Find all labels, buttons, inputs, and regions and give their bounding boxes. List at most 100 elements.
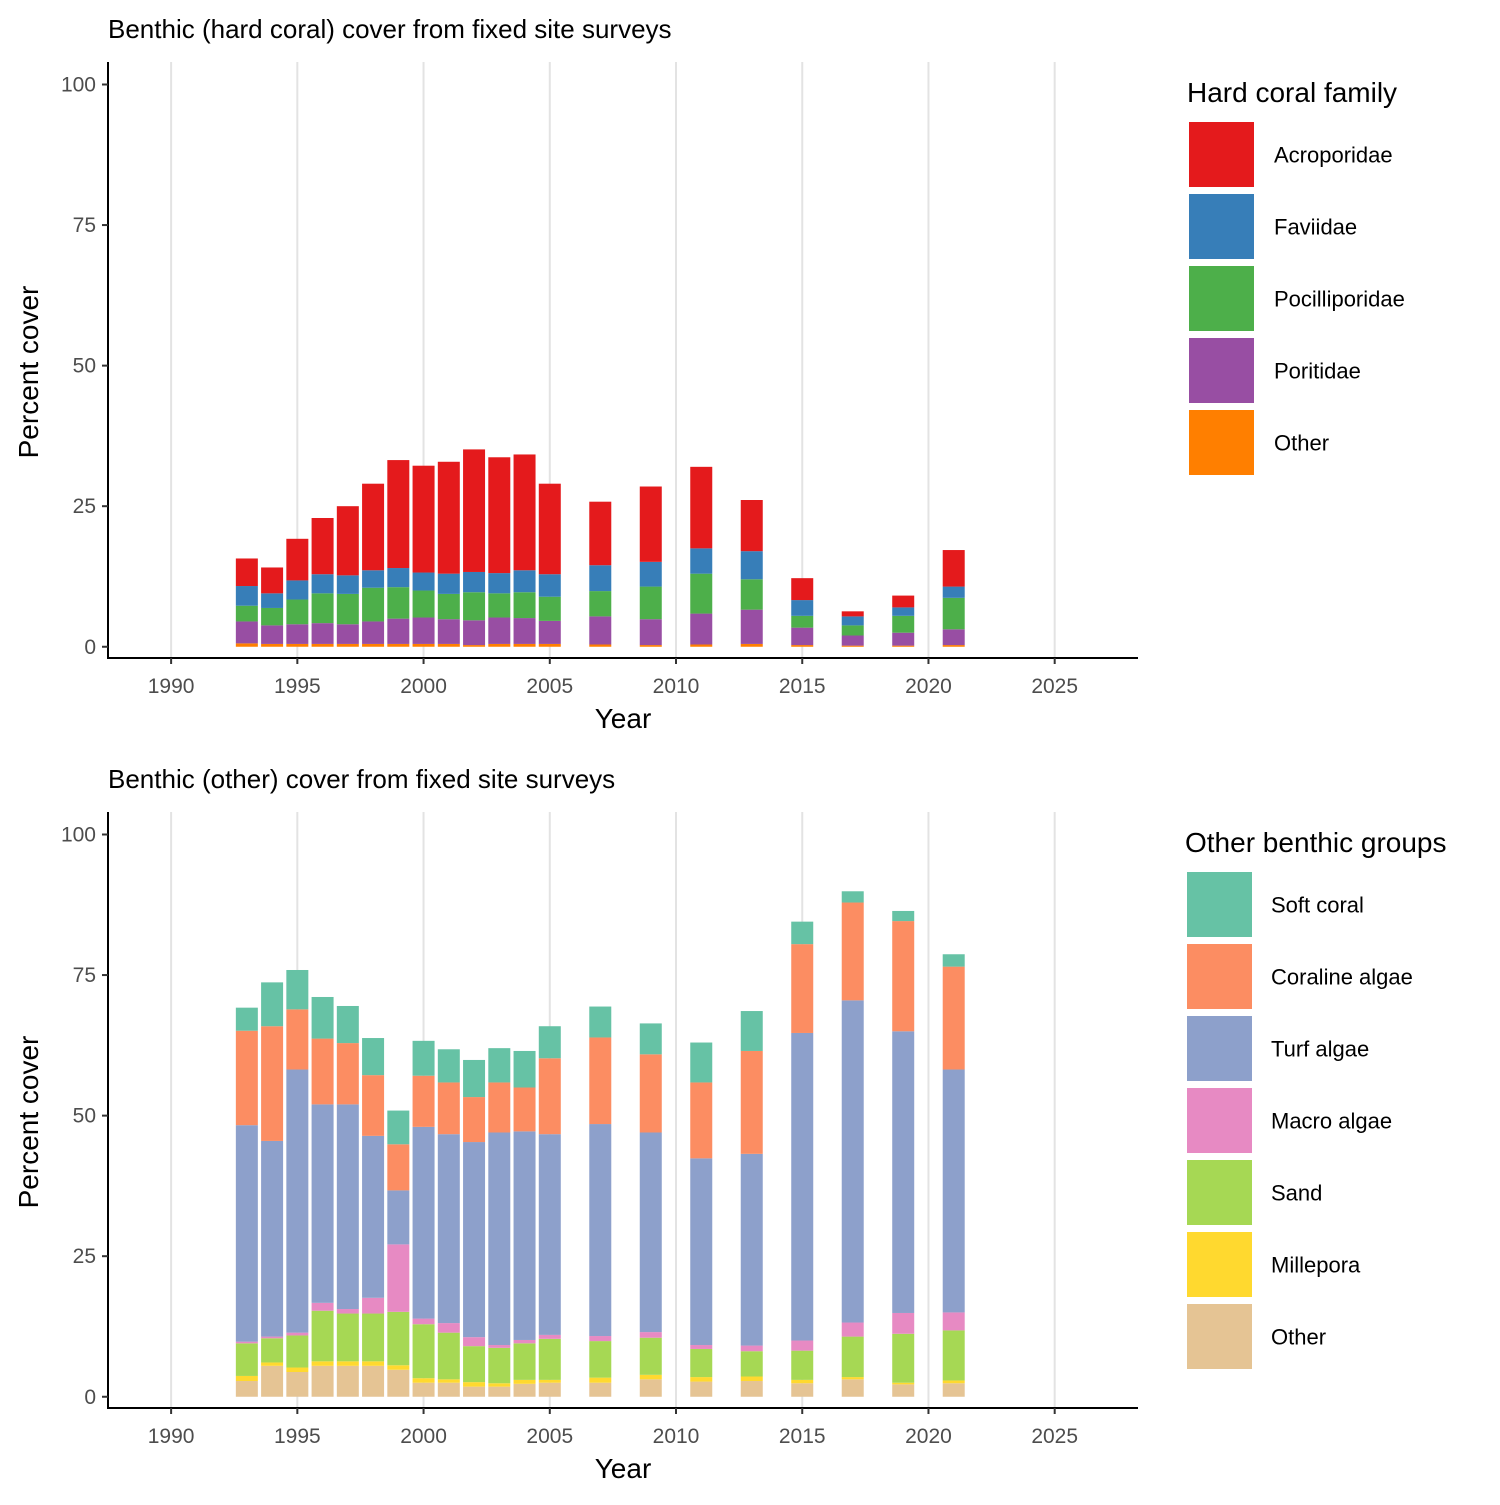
bar-segment — [311, 996, 334, 1039]
bar-segment — [892, 632, 915, 646]
series-faviidae — [235, 548, 965, 626]
bar-segment — [311, 1038, 334, 1105]
bar-segment — [362, 1135, 385, 1298]
bar-segment — [639, 1374, 662, 1380]
bar-segment — [437, 573, 460, 594]
bar-segment — [437, 643, 460, 647]
bar-segment — [437, 1382, 460, 1397]
chart-title: Benthic (other) cover from fixed site su… — [108, 764, 615, 794]
bar-segment — [311, 1302, 334, 1311]
bar-segment — [841, 635, 864, 646]
bar-segment — [463, 1097, 486, 1143]
bar-segment — [261, 643, 284, 647]
bar-segment — [362, 621, 385, 644]
bar-segment — [690, 573, 713, 614]
bar-segment — [286, 538, 309, 581]
bar-segment — [387, 568, 410, 588]
bar-segment — [311, 643, 334, 647]
bar-segment — [841, 891, 864, 903]
bar-segment — [362, 1361, 385, 1366]
series-acroporidae — [235, 449, 965, 617]
legend-key — [1189, 338, 1254, 403]
bar-segment — [463, 1346, 486, 1383]
x-tick-label: 2000 — [400, 675, 447, 698]
bar-segment — [311, 1310, 334, 1362]
bar-segment — [437, 461, 460, 574]
x-axis-title: Year — [595, 703, 652, 734]
bar-segment — [412, 1382, 435, 1397]
bar-segment — [463, 571, 486, 593]
x-tick-label: 2025 — [1031, 1425, 1078, 1448]
bar-segment — [463, 449, 486, 572]
bar-segment — [892, 1031, 915, 1313]
bar-segment — [488, 1386, 511, 1397]
bar-segment — [235, 605, 258, 622]
bar-segment — [488, 643, 511, 647]
bar-segment — [690, 466, 713, 549]
legend-title: Other benthic groups — [1185, 827, 1447, 858]
bar-segment — [286, 580, 309, 600]
series-other — [235, 643, 965, 647]
bar-segment — [639, 561, 662, 587]
bar-segment — [892, 645, 915, 647]
legend-label: Turf algae — [1271, 1037, 1369, 1062]
bar-segment — [639, 1054, 662, 1133]
bar-segment — [690, 1348, 713, 1378]
bar-segment — [261, 1338, 284, 1363]
bar-segment — [488, 1383, 511, 1387]
bar-segment — [387, 1110, 410, 1145]
bar-segment — [892, 1333, 915, 1383]
bar-segment — [538, 1134, 561, 1335]
bar-segment — [791, 615, 814, 628]
bar-segment — [639, 486, 662, 562]
series-coraline-algae — [235, 902, 965, 1191]
bar-segment — [286, 1372, 309, 1397]
bar-segment — [942, 645, 965, 647]
legend-key — [1187, 1232, 1252, 1297]
bar-segment — [261, 1026, 284, 1141]
bar-segment — [740, 1345, 763, 1352]
bar-segment — [942, 1383, 965, 1397]
bar-segment — [589, 644, 612, 647]
bar-segment — [336, 624, 359, 644]
chart-panel-2: Benthic (other) cover from fixed site su… — [13, 764, 1447, 1484]
bar-segment — [639, 1332, 662, 1338]
bar-segment — [942, 1069, 965, 1313]
bar-segment — [387, 587, 410, 619]
bar-segment — [261, 1140, 284, 1337]
bar-segment — [513, 1379, 536, 1384]
bar-segment — [538, 1334, 561, 1339]
bar-segment — [387, 1144, 410, 1191]
x-tick-label: 2005 — [526, 1425, 573, 1448]
bar-segment — [412, 617, 435, 644]
bar-segment — [412, 1324, 435, 1379]
bar-segment — [437, 1049, 460, 1083]
series-poritidae — [235, 609, 965, 646]
bar-segment — [488, 1132, 511, 1346]
bar-segment — [488, 457, 511, 574]
bar-segment — [841, 1379, 864, 1397]
legend-key — [1189, 122, 1254, 187]
series-other — [235, 1365, 965, 1397]
bar-segment — [841, 1322, 864, 1337]
bar-segment — [261, 593, 284, 608]
bar-segment — [336, 593, 359, 625]
bar-segment — [791, 1383, 814, 1397]
y-tick-label: 0 — [84, 636, 96, 659]
bar-segment — [942, 1330, 965, 1381]
bar-segment — [261, 1362, 284, 1366]
bar-segment — [463, 1059, 486, 1098]
legend-label: Millepora — [1271, 1253, 1361, 1278]
bar-segment — [362, 1075, 385, 1136]
bar-segment — [437, 593, 460, 620]
bar-segment — [261, 1365, 284, 1397]
legend: Other benthic groups Soft coral Coraline a… — [1185, 827, 1447, 1369]
bar-segment — [740, 1153, 763, 1346]
bar-segment — [690, 644, 713, 647]
bar-segment — [892, 1382, 915, 1385]
bar-segment — [362, 1313, 385, 1362]
bar-segment — [311, 1361, 334, 1366]
bar-segment — [690, 613, 713, 645]
bar-segment — [639, 1379, 662, 1397]
bar-segment — [589, 1124, 612, 1337]
